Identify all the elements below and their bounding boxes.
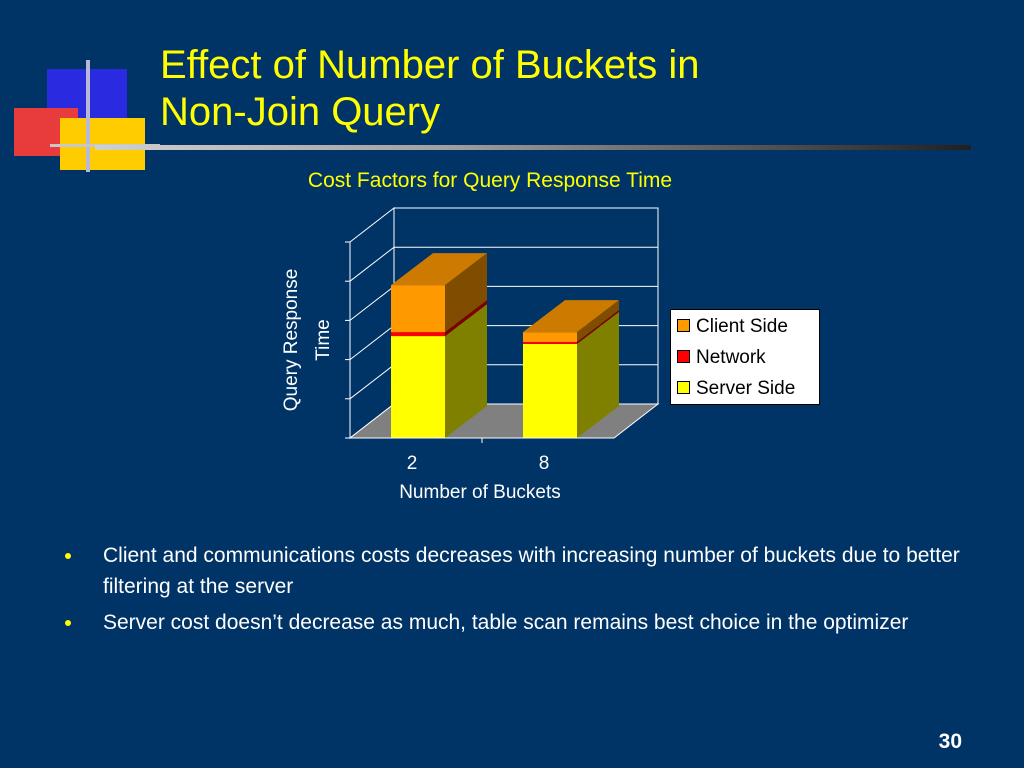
slide-title-line-1: Effect of Number of Buckets in	[160, 43, 700, 87]
bar-network-side	[445, 300, 487, 337]
bar-network-front	[523, 341, 577, 344]
chart-bars	[391, 253, 619, 438]
legend-label: Server Side	[696, 378, 796, 399]
bar-client-side-side	[577, 300, 619, 342]
bar-network-side	[577, 309, 619, 344]
bar-client-side-side	[445, 253, 487, 333]
chart-title: Cost Factors for Query Response Time	[307, 169, 673, 192]
decorative-squares-logo	[14, 60, 160, 172]
bar-server-side-front	[391, 336, 445, 438]
bullet-dot	[65, 553, 71, 559]
page-number: 30	[938, 730, 962, 753]
x-axis-label: Number of Buckets	[399, 482, 561, 503]
x-tick-label: 2	[407, 453, 418, 474]
bullet-dot	[65, 620, 71, 626]
legend-swatch	[677, 349, 690, 363]
legend-label: Network	[696, 347, 766, 368]
bar-server-side-side	[577, 311, 619, 438]
bar-top-face	[391, 253, 487, 286]
slide-title-line-2: Non-Join Query	[160, 90, 441, 134]
chart-legend: Client Side Network Server Side	[670, 309, 820, 405]
y-axis-label-line-1: Query Response	[281, 269, 302, 412]
legend-item-server-side: Server Side	[677, 378, 795, 400]
bar-network-front	[391, 332, 445, 337]
bullet-item: Client and communications costs decrease…	[62, 540, 1002, 602]
title-underline	[95, 145, 971, 150]
bullet-text: Server cost doesn’t decrease as much, ta…	[103, 611, 909, 634]
legend-item-client-side: Client Side	[677, 316, 788, 338]
legend-label: Client Side	[696, 316, 788, 337]
bullet-list: Client and communications costs decrease…	[62, 540, 1002, 643]
bar-top-face	[523, 300, 619, 333]
legend-item-network: Network	[677, 347, 766, 369]
bar-client-side-front	[391, 285, 445, 333]
y-axis-label-line-2: Time	[313, 319, 334, 361]
legend-swatch	[677, 380, 690, 394]
chart-gridline	[349, 246, 658, 282]
chart-side-wall	[349, 206, 395, 440]
bullet-item: Server cost doesn’t decrease as much, ta…	[62, 607, 1002, 638]
bar-client-side-front	[523, 332, 577, 342]
legend-swatch	[677, 318, 690, 332]
bar-server-side-side	[445, 304, 487, 438]
bullet-text: Client and communications costs decrease…	[103, 544, 960, 598]
x-tick-label: 8	[539, 453, 550, 474]
bar-server-side-front	[523, 343, 577, 438]
slide-title: Effect of Number of Buckets in Non-Join …	[160, 42, 700, 136]
